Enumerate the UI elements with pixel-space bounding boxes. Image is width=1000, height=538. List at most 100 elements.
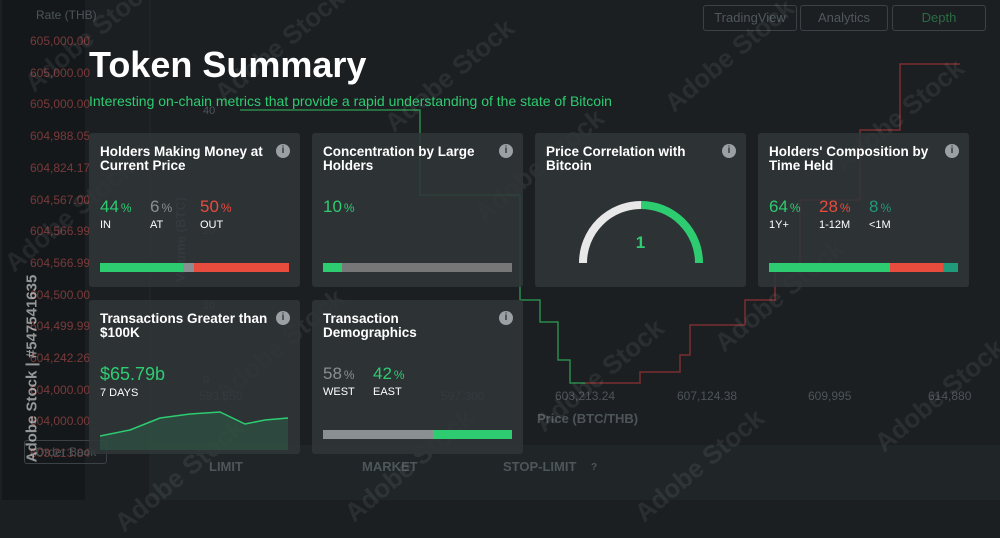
metric-label: 1-12M (819, 219, 851, 231)
gauge (579, 201, 703, 264)
info-icon: i (499, 311, 513, 325)
metric-card: Transaction Demographics i 58% WEST 42% EAST (312, 300, 523, 454)
metric-label: AT (150, 219, 164, 231)
bar-segment (942, 263, 958, 272)
title: Token Summary (89, 44, 367, 85)
rate-value: 604,000.00 (30, 382, 91, 397)
spark-line (100, 411, 289, 437)
card-title: Holders' Composition by Time Held (769, 144, 929, 173)
metric-label: <1M (869, 219, 891, 231)
metric-value: 8% (869, 197, 892, 216)
card-title: Price Correlation with Bitcoin (546, 144, 686, 173)
volume-tick: 40 (203, 105, 216, 117)
order-panel (150, 445, 1000, 500)
metric-unit: % (839, 201, 851, 215)
bar-segment (183, 263, 195, 272)
metric-unit: % (161, 201, 173, 215)
ask-line (585, 63, 960, 384)
metric-number: 64 (769, 197, 788, 216)
bar-segment (323, 430, 433, 439)
watermark-id: Adobe Stock | #547541635 (23, 274, 41, 463)
metric: 64% 1Y+ (769, 197, 801, 231)
metric: 50% OUT (200, 197, 232, 231)
rate-value: 604,566.99 (30, 224, 91, 239)
card-title: Holders Making Money at Current Price (100, 144, 263, 173)
info-icon: i (722, 144, 736, 158)
metric-number: 6 (150, 197, 160, 216)
metric-number: 10 (323, 197, 342, 216)
bar-segment (432, 430, 512, 439)
rate-value: 604,500.00 (30, 287, 91, 302)
metric-value: 28% (819, 197, 851, 216)
metric-number: 8 (869, 197, 879, 216)
price-tick: 609,995 (808, 389, 852, 403)
metric-card: Holders Making Money at Current Price i 44… (89, 133, 300, 287)
metric: $65.79b 7 DAYS (100, 364, 165, 399)
info-icon: i (499, 144, 513, 158)
rate-column (0, 0, 85, 500)
metric-unit: % (343, 201, 355, 215)
metric-unit: % (880, 201, 892, 215)
chart-button: Analytics (800, 5, 888, 31)
metric-number: 58 (323, 364, 342, 383)
info-icon: i (276, 311, 290, 325)
metric-unit: % (220, 201, 232, 215)
metric-label: 7 DAYS (100, 387, 139, 399)
rate-value: 605,000.00 (30, 65, 91, 80)
metric: 8% <1M (869, 197, 891, 231)
bar-segment (100, 263, 184, 272)
progress-bar (323, 263, 512, 272)
metric: 10% (323, 197, 355, 217)
chart-button: TradingView (703, 5, 797, 31)
metric: 6% AT (150, 197, 172, 231)
rate-value: 605,000.00 (30, 97, 91, 112)
bar-segment (323, 263, 342, 272)
order-tab: MARKET (362, 459, 418, 474)
metric-unit: % (789, 201, 801, 215)
price-tick: 603,213.24 (555, 389, 616, 403)
metric-value: 42% (373, 364, 405, 383)
spark-area (100, 412, 288, 450)
order-tab: STOP-LIMIT (503, 459, 577, 474)
card-title: Transaction Demographics (323, 311, 417, 340)
metric-unit: % (343, 368, 355, 382)
rate-value: 604,566.99 (30, 255, 91, 270)
gauge-track (579, 201, 642, 264)
price-label: Price (BTC/THB) (537, 411, 639, 426)
metric-label: WEST (323, 386, 355, 398)
help-icon: ? (591, 462, 598, 473)
info-icon: i (276, 144, 290, 158)
metric: 44% IN (100, 197, 132, 231)
metric-number: 50 (200, 197, 219, 216)
metric-label: EAST (373, 386, 402, 398)
metric: 42% EAST (373, 364, 405, 398)
progress-bar (769, 263, 958, 272)
metric-value: 58% (323, 364, 355, 383)
rate-value: 604,988.05 (30, 129, 91, 144)
subtitle: Interesting on-chain metrics that provid… (89, 93, 612, 109)
metric-value: 6% (150, 197, 173, 216)
metric-label: IN (100, 219, 111, 231)
progress-bar (100, 263, 289, 272)
metric-number: $65.79b (100, 364, 166, 384)
bar-segment (769, 263, 890, 272)
price-tick: 614,880 (928, 389, 972, 403)
rate-value: 605,000.00 (30, 34, 91, 48)
info-icon: i (945, 144, 959, 158)
rate-value: 604,000.00 (30, 414, 91, 429)
gauge-value: 1 (635, 233, 646, 252)
gauge-fill (640, 201, 703, 264)
rate-value: 604,242.26 (30, 351, 91, 365)
rate-value: 604,567.00 (30, 192, 91, 207)
card-title: Concentration by Large Holders (323, 144, 475, 173)
metric-number: 28 (819, 197, 838, 216)
metric-label: 1Y+ (769, 219, 789, 231)
metric-number: 42 (373, 364, 392, 383)
metric-card: Transactions Greater than $100K i $65.79b 7… (89, 300, 300, 454)
metric-unit: % (393, 368, 405, 382)
metric-card: Price Correlation with Bitcoin i 1 (535, 133, 746, 287)
card-title: Transactions Greater than $100K (100, 311, 268, 340)
metric-value: $65.79b (100, 364, 165, 384)
metric: 28% 1-12M (819, 197, 851, 231)
